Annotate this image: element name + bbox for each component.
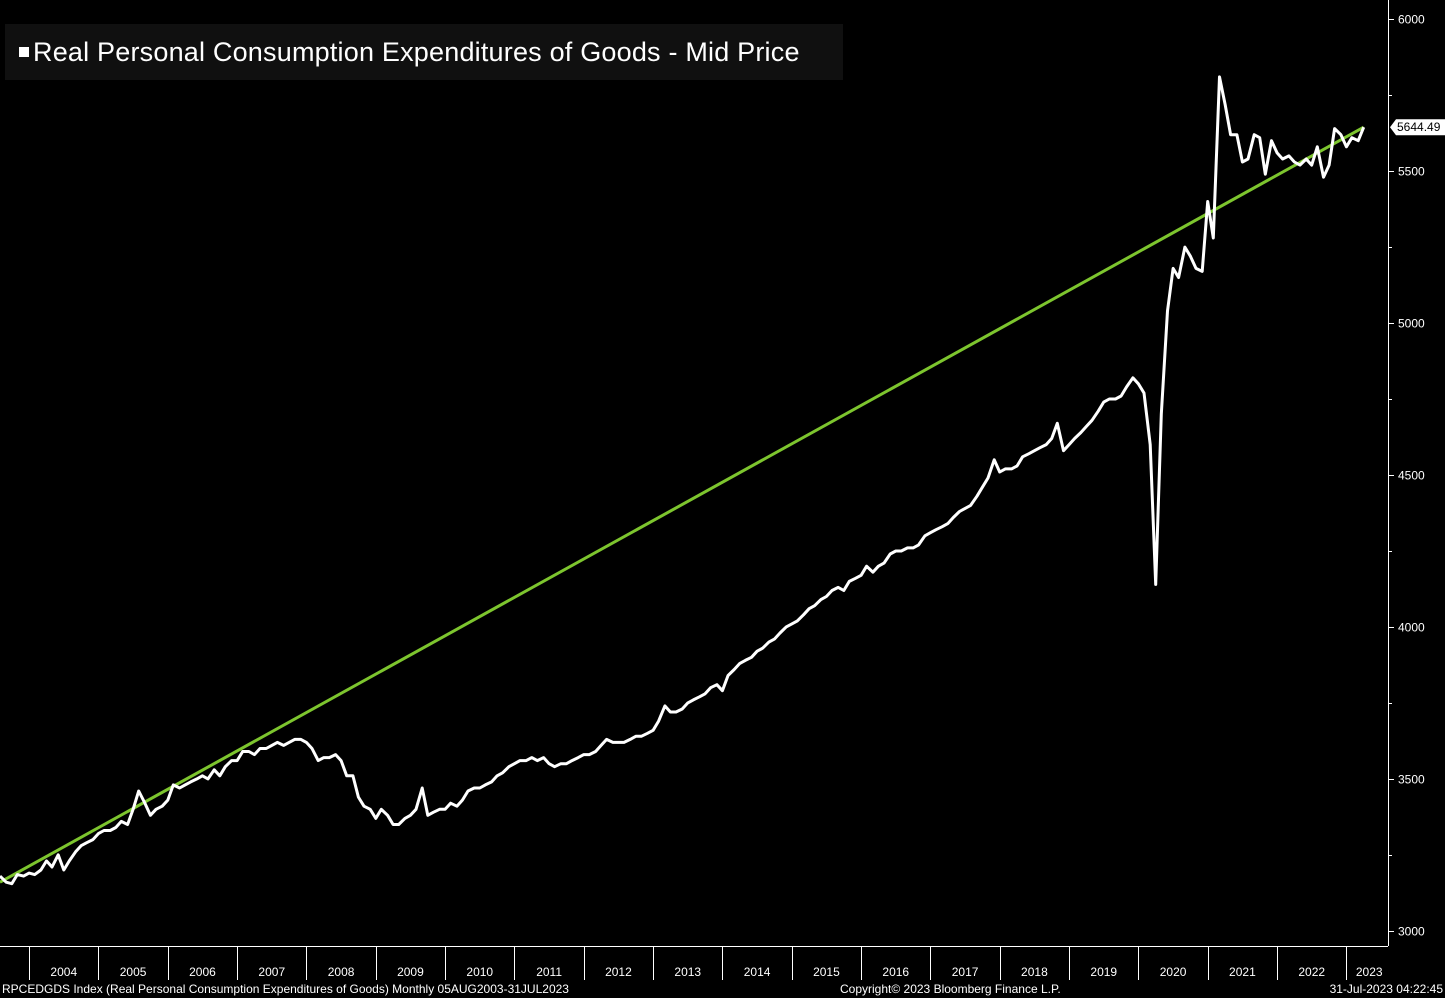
- x-tick-label: 2023: [1356, 965, 1383, 979]
- last-value-badge: [1390, 119, 1445, 136]
- x-tick-label: 2018: [1021, 965, 1048, 979]
- footer-series-info: RPCEDGDS Index (Real Personal Consumptio…: [2, 982, 569, 996]
- x-tick-label: 2021: [1229, 965, 1256, 979]
- axis-labels: 3000 3500 4000 4500 5000 5500 6000 2004 2005 2006…: [50, 13, 1445, 979]
- last-value-marker: 5644.49: [1390, 119, 1445, 136]
- x-tick-label: 2020: [1160, 965, 1187, 979]
- x-tick-label: 2008: [328, 965, 355, 979]
- x-tick-label: 2019: [1090, 965, 1117, 979]
- y-tick-label: 6000: [1398, 13, 1425, 27]
- y-tick-label: 5000: [1398, 317, 1425, 331]
- series-line: [0, 75, 1366, 886]
- x-tick-label: 2017: [952, 965, 979, 979]
- chart-title: Real Personal Consumption Expenditures o…: [33, 36, 800, 67]
- axes: [0, 0, 1394, 980]
- last-value-label: 5644.49: [1397, 120, 1441, 134]
- x-tick-label: 2022: [1298, 965, 1325, 979]
- x-tick-label: 2011: [536, 965, 562, 979]
- chart-legend: Real Personal Consumption Expenditures o…: [5, 24, 843, 80]
- footer-copyright: Copyright© 2023 Bloomberg Finance L.P.: [840, 982, 1061, 996]
- trend-line-layer: [0, 125, 1365, 884]
- x-tick-label: 2006: [189, 965, 216, 979]
- legend-swatch-icon: [19, 47, 29, 57]
- x-tick-label: 2015: [813, 965, 840, 979]
- y-tick-label: 3000: [1398, 925, 1425, 939]
- x-tick-label: 2009: [397, 965, 424, 979]
- trend-line: [0, 125, 1365, 884]
- x-tick-label: 2013: [674, 965, 701, 979]
- footer-bar: RPCEDGDS Index (Real Personal Consumptio…: [0, 982, 1445, 998]
- y-tick-label: 4000: [1398, 621, 1425, 635]
- y-tick-label: 4500: [1398, 469, 1425, 483]
- y-tick-label: 5500: [1398, 165, 1425, 179]
- x-tick-label: 2014: [744, 965, 771, 979]
- x-tick-label: 2010: [466, 965, 493, 979]
- x-tick-label: 2005: [120, 965, 147, 979]
- x-tick-label: 2012: [605, 965, 632, 979]
- footer-timestamp: 31-Jul-2023 04:22:45: [1329, 982, 1443, 996]
- x-tick-label: 2004: [50, 965, 77, 979]
- y-tick-label: 3500: [1398, 773, 1425, 787]
- x-tick-label: 2007: [258, 965, 285, 979]
- series-line-layer: [0, 75, 1366, 886]
- x-tick-label: 2016: [882, 965, 909, 979]
